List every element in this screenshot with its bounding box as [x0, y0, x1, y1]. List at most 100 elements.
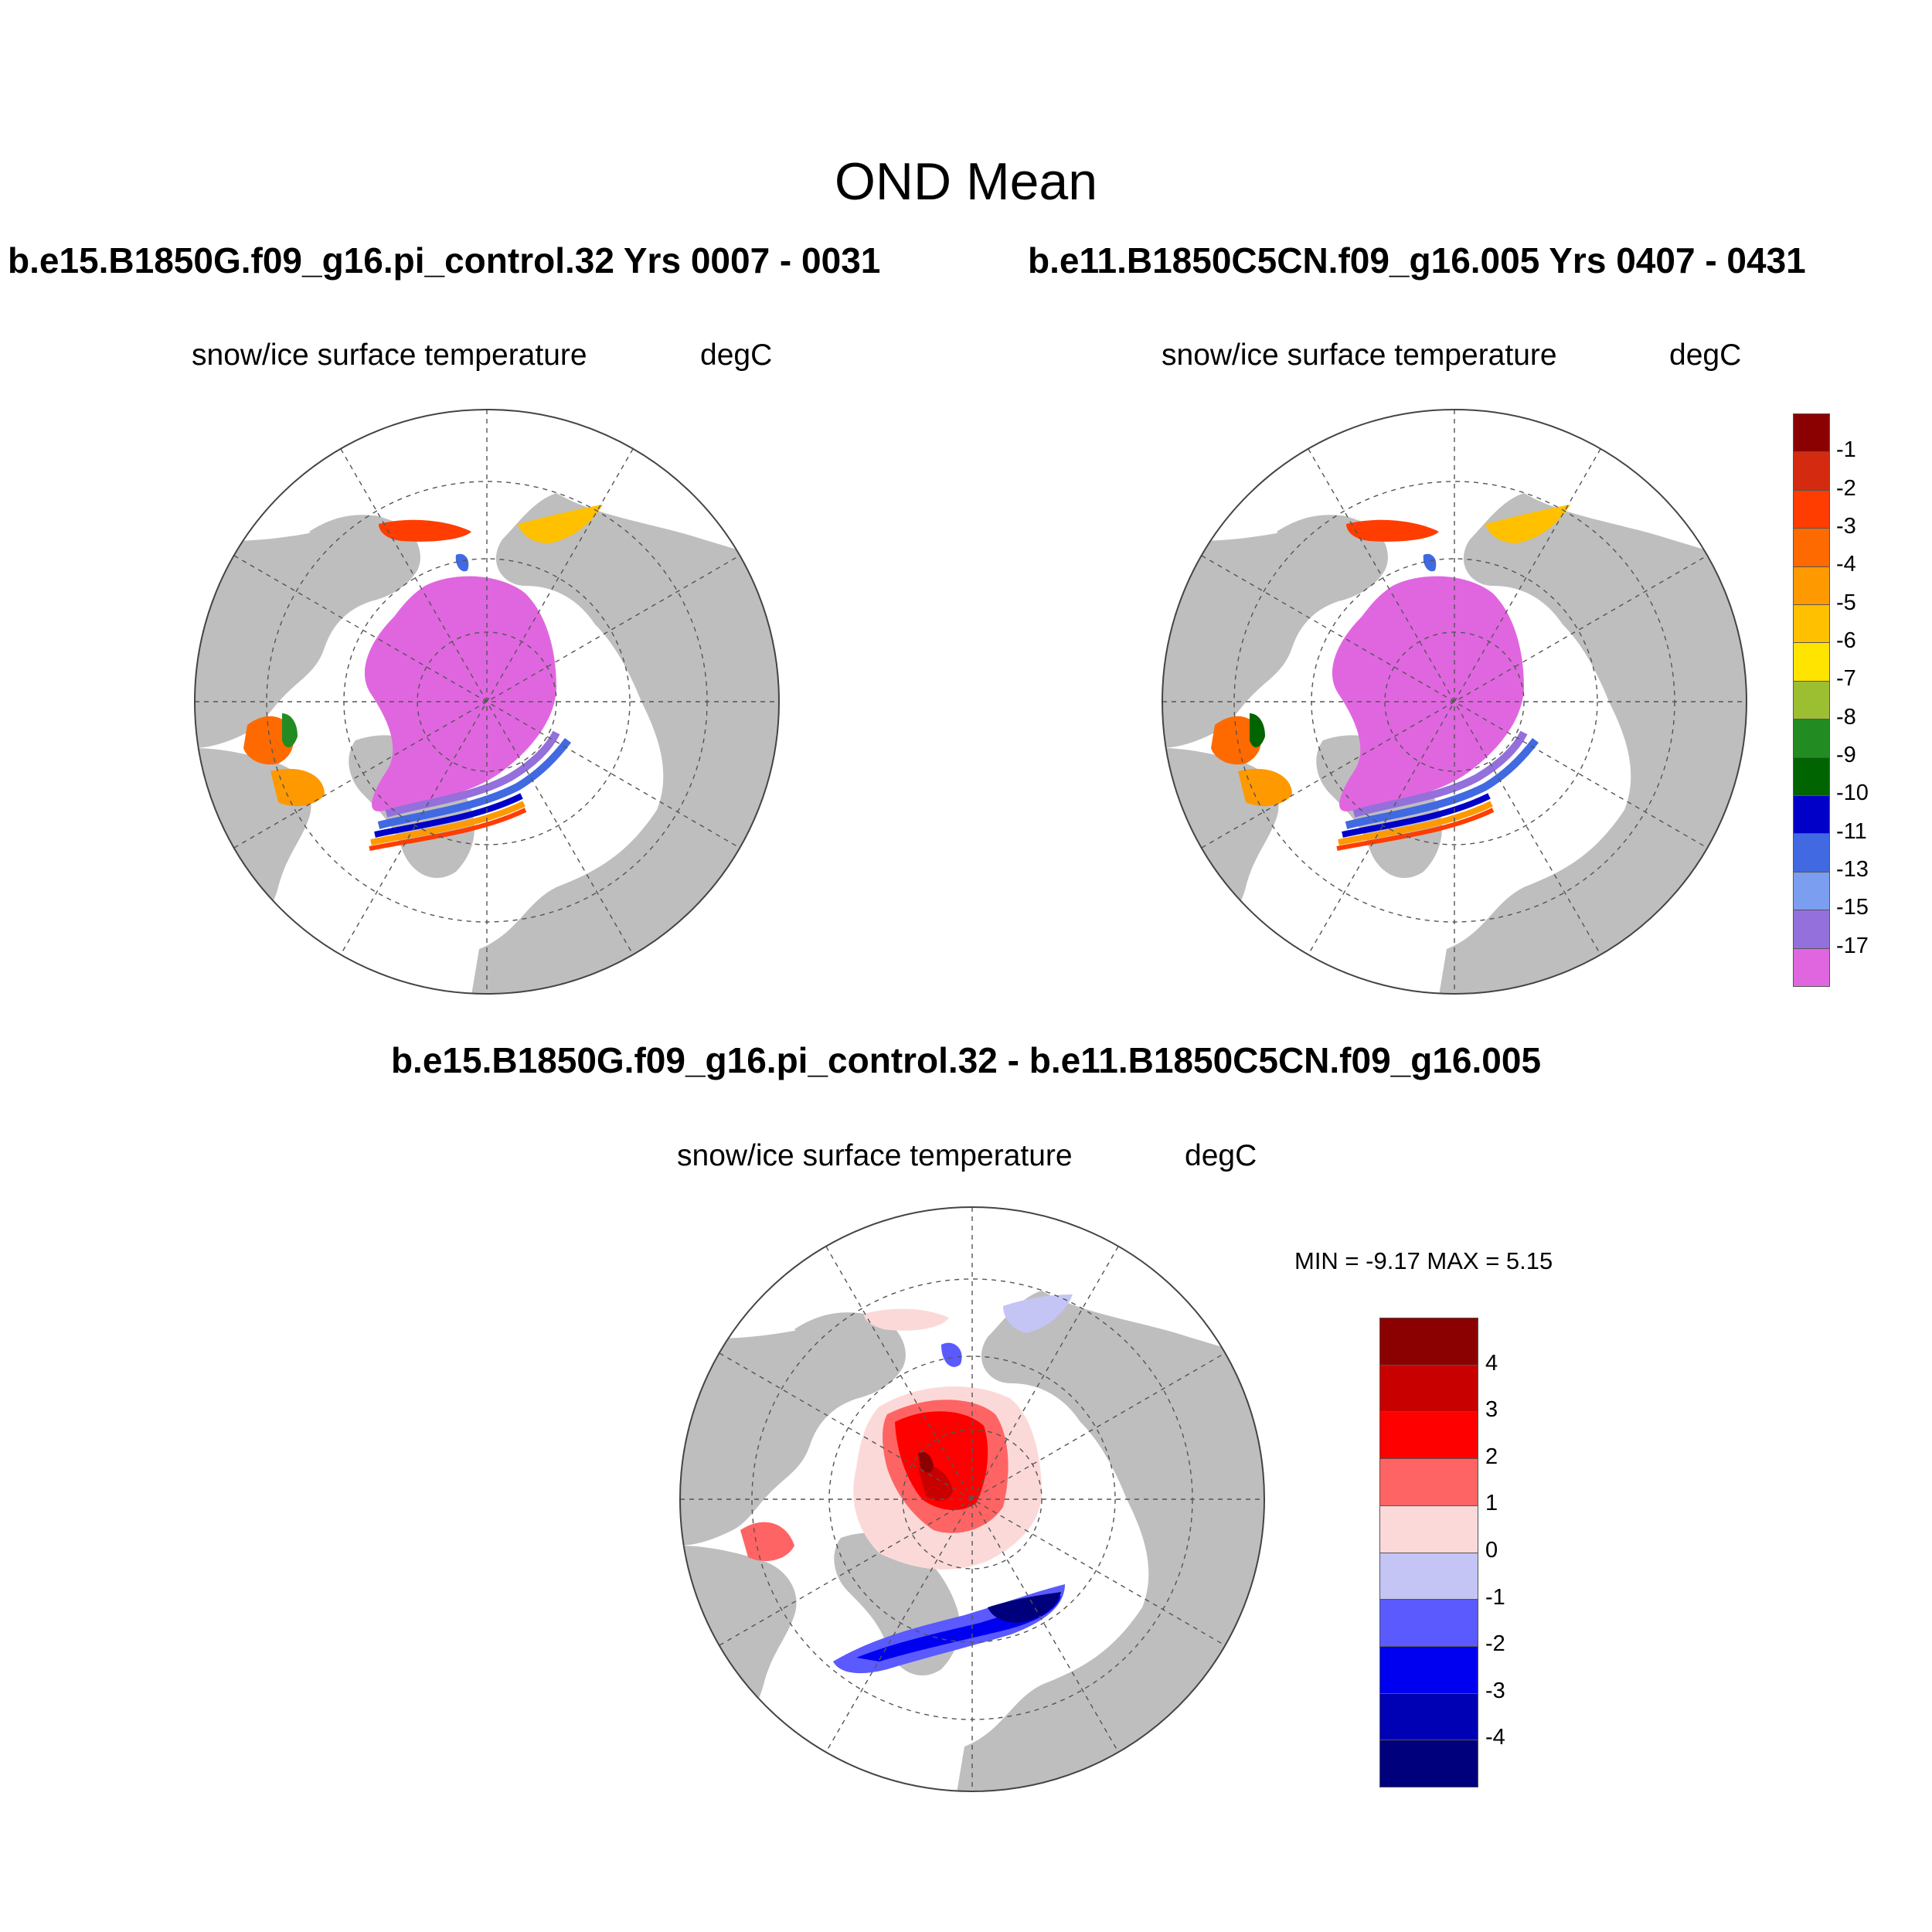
colorbar_diff-label-3: 1: [1485, 1491, 1498, 1516]
panel2-hudson-edge: [1250, 713, 1265, 748]
panel1-ice-edge-band-1: [385, 730, 560, 818]
colorbar_temp-swatch-14: [1794, 947, 1829, 987]
panel1-map-border: [194, 409, 780, 995]
difference-strong-cold-region: [856, 1596, 1061, 1662]
colorbar_temp-label-1: -2: [1836, 475, 1856, 501]
panel2-ice-edge-band-5: [1336, 808, 1495, 851]
panel2-hudson-region: [1211, 716, 1261, 765]
temperature-colorbar-labels: -1 -2 -3 -4 -5 -6 -7 -8 -9 -10 -11 -13 -15 -17: [1836, 413, 1898, 985]
colorbar_diff-swatch-5: [1380, 1552, 1478, 1600]
difference-units-label: degC: [1185, 1139, 1257, 1172]
panel2-polar-map: [1162, 409, 1747, 995]
difference-very-strong-warm-region: [918, 1465, 953, 1501]
panel1-ice-edge-band-3: [374, 793, 523, 838]
difference-minmax-label: MIN = -9.17 MAX = 5.15: [1294, 1247, 1553, 1274]
difference-variable-label: snow/ice surface temperature: [677, 1139, 1073, 1172]
panel2-map-border: [1162, 409, 1747, 995]
difference-title: b.e15.B1850G.f09_g16.pi_control.32 - b.e…: [390, 1040, 1542, 1080]
difference-max-cold-region: [988, 1592, 1061, 1623]
colorbar_temp-label-5: -6: [1836, 628, 1856, 653]
panel1-central-arctic-ice: [364, 576, 556, 811]
panel1-labrador-region: [270, 768, 325, 807]
colorbar_temp-label-4: -5: [1836, 590, 1856, 615]
panel2-central-arctic-ice: [1332, 576, 1524, 811]
colorbar_diff-swatch-6: [1380, 1599, 1478, 1646]
colorbar_diff-swatch-2: [1380, 1411, 1478, 1459]
panel1-hudson-region: [243, 716, 294, 765]
difference-max-warm-region: [918, 1451, 934, 1473]
colorbar_diff-swatch-8: [1380, 1692, 1478, 1740]
panel2-bering-sea-ice: [1346, 519, 1439, 542]
panel1-variable-label: snow/ice surface temperature: [192, 338, 587, 372]
colorbar_temp-label-9: -10: [1836, 781, 1869, 806]
colorbar_diff-swatch-7: [1380, 1645, 1478, 1693]
colorbar_temp-label-7: -8: [1836, 704, 1856, 730]
colorbar_diff-swatch-4: [1380, 1505, 1478, 1553]
panel2-ice-edge-band-3: [1342, 793, 1491, 838]
panel2-ice-edge-band-1: [1352, 730, 1528, 818]
difference-colorbar-labels: 4 3 2 1 0 -1 -2 -3 -4: [1485, 1318, 1547, 1786]
colorbar_temp-swatch-1: [1794, 451, 1829, 490]
difference-colorbar: [1379, 1318, 1478, 1787]
colorbar_temp-label-8: -9: [1836, 743, 1856, 767]
colorbar_temp-swatch-3: [1794, 528, 1829, 566]
colorbar_diff-swatch-9: [1380, 1740, 1478, 1787]
panel2-bering-strait-ice: [1423, 553, 1437, 572]
colorbar_diff-label-4: 0: [1485, 1538, 1498, 1563]
panel2-run-title: b.e11.B1850C5CN.f09_g16.005 Yrs 0407 - 0…: [1028, 240, 1806, 281]
difference-bering-strait-cold: [941, 1342, 962, 1367]
panel2-okhotsk-sea-ice: [1485, 505, 1570, 543]
panel2-ice-edge-band-4: [1338, 801, 1493, 845]
panel1-polar-map: [194, 409, 780, 995]
colorbar_diff-label-1: 3: [1485, 1397, 1498, 1423]
colorbar_temp-swatch-2: [1794, 489, 1829, 529]
colorbar_temp-swatch-9: [1794, 757, 1829, 796]
colorbar_temp-swatch-8: [1794, 719, 1829, 757]
colorbar_temp-swatch-7: [1794, 680, 1829, 719]
difference-polar-map: [679, 1206, 1265, 1792]
difference-okhotsk-weak-cold: [1003, 1294, 1073, 1333]
colorbar_temp-label-12: -15: [1836, 895, 1869, 920]
main-title: OND Mean: [834, 152, 1098, 211]
colorbar_temp-label-0: -1: [1836, 437, 1856, 463]
panel1-bering-sea-ice: [379, 519, 471, 542]
panel2-units-label: degC: [1669, 338, 1742, 372]
colorbar_diff-label-0: 4: [1485, 1350, 1498, 1376]
panel1-bering-strait-ice: [455, 553, 469, 572]
panel2-labrador-region: [1238, 768, 1292, 807]
colorbar_temp-label-10: -11: [1836, 818, 1867, 844]
colorbar_temp-swatch-10: [1794, 795, 1829, 834]
panel2-ice-edge-band-2: [1345, 737, 1539, 829]
colorbar_diff-swatch-0: [1380, 1318, 1478, 1365]
colorbar_temp-swatch-11: [1794, 833, 1829, 872]
colorbar_temp-swatch-4: [1794, 566, 1829, 605]
panel1-ice-edge-band-2: [377, 737, 571, 829]
panel1-okhotsk-sea-ice: [518, 505, 603, 543]
difference-map-border: [679, 1206, 1265, 1792]
colorbar_diff-label-6: -2: [1485, 1631, 1505, 1657]
colorbar_diff-swatch-3: [1380, 1458, 1478, 1505]
temperature-colorbar: [1793, 413, 1830, 987]
panel1-hudson-edge: [282, 713, 298, 748]
colorbar_temp-swatch-12: [1794, 871, 1829, 910]
colorbar_temp-label-6: -7: [1836, 666, 1856, 692]
colorbar_temp-swatch-0: [1794, 414, 1829, 452]
difference-strong-warm-region: [895, 1411, 988, 1511]
colorbar_temp-swatch-13: [1794, 910, 1829, 948]
colorbar_temp-label-13: -17: [1836, 933, 1869, 958]
colorbar_diff-label-7: -3: [1485, 1678, 1505, 1703]
panel2-variable-label: snow/ice surface temperature: [1162, 338, 1557, 372]
colorbar_temp-label-11: -13: [1836, 857, 1869, 882]
colorbar_diff-label-2: 2: [1485, 1444, 1498, 1469]
colorbar_temp-swatch-5: [1794, 604, 1829, 643]
panel1-ice-edge-band-5: [369, 808, 527, 851]
colorbar_diff-swatch-1: [1380, 1364, 1478, 1412]
colorbar_temp-label-2: -3: [1836, 514, 1856, 539]
panel1-units-label: degC: [700, 338, 773, 372]
panel1-ice-edge-band-4: [370, 801, 526, 845]
colorbar_temp-label-3: -4: [1836, 552, 1856, 577]
colorbar_diff-label-5: -1: [1485, 1584, 1505, 1610]
colorbar_diff-label-8: -4: [1485, 1725, 1505, 1750]
panel1-run-title: b.e15.B1850G.f09_g16.pi_control.32 Yrs 0…: [8, 240, 881, 281]
colorbar_temp-swatch-6: [1794, 642, 1829, 681]
